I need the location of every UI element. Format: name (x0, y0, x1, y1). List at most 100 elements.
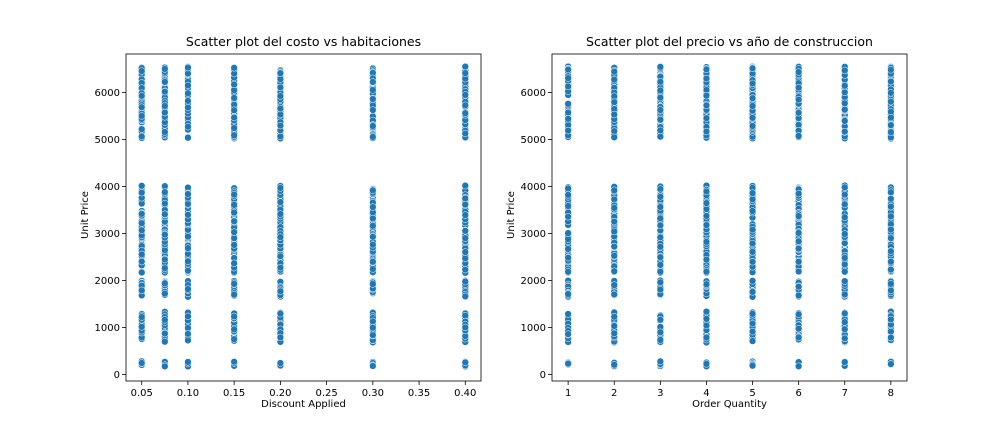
data-point (610, 361, 618, 369)
data-point (702, 307, 711, 316)
left-x-tick-label: 0.40 (454, 388, 476, 399)
data-point (138, 210, 146, 218)
data-point (138, 313, 146, 321)
data-point (230, 280, 238, 288)
left-x-tick-label: 0.05 (131, 388, 153, 399)
data-point (748, 207, 757, 215)
data-point (748, 277, 757, 285)
data-point (161, 316, 169, 324)
data-point (841, 213, 849, 221)
data-point (138, 219, 146, 227)
data-point (841, 117, 849, 125)
data-point (138, 132, 146, 141)
data-point (887, 280, 895, 288)
data-point (161, 264, 169, 272)
data-point (276, 359, 285, 367)
left-points (138, 62, 469, 371)
data-point (887, 286, 895, 295)
right-y-tick-label: 6000 (521, 88, 546, 99)
data-point (184, 244, 192, 252)
data-point (230, 124, 238, 132)
data-point (887, 258, 895, 266)
data-point (887, 89, 895, 97)
data-point (887, 195, 895, 203)
data-point (564, 310, 572, 318)
data-point (887, 114, 895, 122)
data-point (841, 190, 849, 199)
data-point (369, 362, 377, 370)
data-point (369, 280, 377, 288)
data-point (230, 312, 238, 321)
data-point (748, 114, 757, 122)
right-chart-title: Scatter plot del precio vs año de constr… (586, 34, 873, 49)
data-point (841, 290, 849, 299)
data-point (748, 248, 757, 256)
data-point (461, 277, 469, 286)
data-point (369, 317, 377, 325)
data-point (887, 315, 895, 324)
data-point (138, 92, 146, 100)
data-point (564, 213, 572, 221)
data-point (138, 323, 146, 331)
data-point (276, 104, 285, 113)
data-point (461, 129, 469, 138)
data-point (795, 244, 803, 253)
left-plot-area: 0.05 0.10 0.15 0.20 0.25 0.30 0.35 0.40 0 1000 200… (95, 53, 482, 399)
data-point (656, 278, 664, 286)
data-point (161, 338, 169, 346)
data-point (841, 358, 849, 366)
data-point (841, 230, 849, 238)
data-point (841, 309, 849, 317)
data-point (276, 92, 285, 100)
data-point (138, 67, 146, 75)
data-point (656, 214, 664, 222)
data-point (230, 94, 238, 102)
data-point (138, 250, 146, 258)
right-x-tick-label: 8 (888, 388, 894, 399)
data-point (702, 92, 711, 100)
data-point (564, 202, 572, 210)
data-point (230, 358, 238, 366)
data-point (702, 212, 711, 220)
data-point (184, 285, 192, 293)
data-point (230, 208, 238, 217)
data-point (610, 329, 618, 337)
data-point (461, 266, 469, 274)
data-point (702, 74, 711, 83)
right-x-tick-label: 4 (703, 388, 709, 399)
data-point (230, 335, 238, 343)
data-point (610, 186, 618, 194)
data-point (161, 329, 169, 338)
left-x-axis-label: Discount Applied (261, 399, 346, 410)
data-point (610, 227, 618, 236)
data-point (610, 68, 618, 76)
right-plot-area: 1 2 3 4 5 6 7 8 0 1000 2000 3000 4000 5000 6000 (521, 53, 908, 399)
data-point (369, 241, 377, 249)
data-point (369, 324, 377, 332)
data-point (184, 190, 192, 198)
data-point (184, 336, 192, 345)
right-points (564, 62, 895, 371)
data-point (564, 254, 572, 262)
data-point (230, 228, 238, 236)
data-point (138, 125, 146, 133)
data-point (461, 211, 469, 219)
data-point (656, 357, 664, 366)
data-point (461, 181, 469, 190)
data-point (841, 325, 849, 333)
data-point (702, 333, 711, 342)
data-point (369, 86, 377, 94)
data-point (230, 201, 238, 209)
data-point (887, 77, 895, 86)
data-point (841, 318, 849, 326)
left-y-tick-label: 6000 (95, 88, 120, 99)
data-point (656, 221, 664, 230)
data-point (795, 291, 803, 300)
data-point (184, 103, 192, 112)
data-point (276, 121, 285, 130)
data-point (702, 187, 711, 196)
data-point (564, 191, 572, 199)
left-y-axis-label: Unit Price (80, 191, 91, 239)
data-point (564, 290, 572, 298)
data-point (610, 322, 618, 330)
